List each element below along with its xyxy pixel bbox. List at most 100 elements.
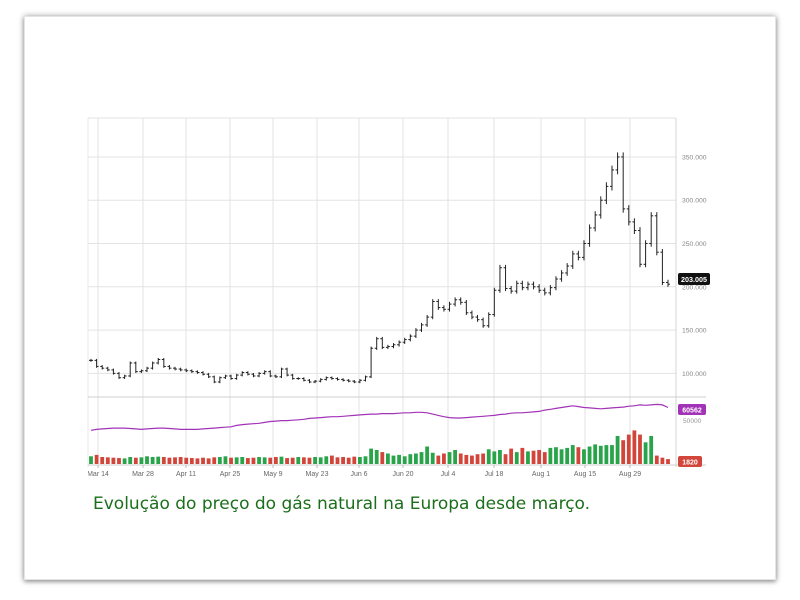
ohlc-bar (335, 377, 340, 381)
ohlc-bar (643, 240, 648, 268)
ohlc-bar (481, 317, 486, 328)
ohlc-bar (369, 346, 374, 379)
volume-bar (386, 453, 390, 464)
ohlc-bar (380, 336, 385, 350)
volume-bar (201, 457, 205, 464)
ohlc-bar (117, 372, 122, 379)
volume-bar (122, 458, 127, 464)
volume-bar (133, 457, 138, 464)
volume-bar (111, 457, 116, 464)
ohlc-bar (262, 370, 267, 375)
ohlc-bar (240, 371, 245, 377)
volume-bar (89, 456, 93, 464)
ohlc-bar (581, 240, 586, 261)
vol-ma-badge: 60562 (682, 408, 702, 415)
volume-bar (150, 457, 155, 464)
date-tick-label: Jul 4 (441, 471, 456, 478)
volume-bar (352, 456, 357, 464)
ohlc-bar (520, 280, 525, 291)
last-price-badge: 203.005 (681, 275, 707, 284)
volume-bar (442, 453, 446, 464)
volume-bar (565, 447, 570, 464)
volume-bar (341, 457, 345, 464)
ohlc-bar (257, 372, 262, 378)
volume-bar (313, 457, 317, 464)
date-tick-label: Aug 1 (532, 471, 550, 478)
ohlc-bar (626, 205, 631, 226)
vol-ma-tick-label: 50000 (683, 418, 702, 425)
volume-bar (425, 446, 430, 464)
ohlc-bar (475, 314, 480, 322)
ohlc-bar (251, 372, 256, 378)
volume-bar (206, 458, 211, 464)
ohlc-bar (189, 369, 194, 373)
ohlc-bar (419, 322, 424, 333)
volume-bar (626, 434, 631, 464)
ohlc-bar (525, 281, 530, 291)
ohlc-bar (273, 374, 278, 379)
ohlc-bar (201, 371, 206, 376)
volume-bar (318, 457, 323, 464)
ohlc-bar (341, 378, 346, 382)
ohlc-bar (139, 369, 144, 373)
volume-bar (184, 457, 189, 464)
volume-bar (660, 457, 665, 464)
volume-bar (290, 457, 295, 464)
date-tick-label: Jul 18 (485, 471, 504, 478)
ohlc-bar (458, 297, 463, 305)
ohlc-bar (313, 379, 318, 384)
ohlc-bar (296, 377, 301, 380)
volume-bar (470, 455, 474, 464)
ohlc-bar (301, 377, 306, 382)
volume-bar (453, 450, 458, 464)
volume-bar (117, 458, 121, 464)
ohlc-bar (173, 366, 178, 371)
ohlc-bar (229, 374, 234, 380)
ohlc-bar (632, 218, 637, 234)
ohlc-bar (105, 366, 110, 372)
ohlc-bar (604, 182, 609, 205)
chart-caption: Evolução do preço do gás natural na Euro… (93, 494, 591, 514)
volume-bar (632, 430, 637, 464)
ohlc-bar (234, 373, 239, 380)
ohlc-bar (346, 379, 351, 383)
volume-bar (649, 436, 654, 464)
ohlc-bar (559, 270, 564, 282)
volume-bar (598, 445, 603, 464)
ohlc-bar (268, 370, 273, 378)
volume-bar (285, 458, 289, 464)
ohlc-bar (497, 264, 502, 293)
volume-bar (195, 458, 200, 464)
volume-bar (559, 449, 564, 464)
date-tick-label: Apr 11 (176, 471, 196, 478)
price-tick-label: 250.000 (682, 241, 707, 248)
ohlc-bar (492, 287, 497, 317)
ohlc-bar (598, 196, 603, 219)
ohlc-bar (89, 358, 93, 362)
ohlc-bar (548, 285, 553, 296)
volume-bar (279, 456, 284, 464)
ohlc-bar (391, 343, 396, 349)
volume-bar (397, 454, 402, 464)
volume-bar (498, 450, 502, 464)
price-tick-label: 100.000 (682, 371, 707, 378)
ohlc-bar (660, 249, 665, 286)
date-tick-label: Jun 20 (392, 471, 413, 478)
date-tick-label: Mar 14 (87, 471, 109, 478)
volume-bar (189, 458, 194, 464)
price-tick-label: 350.000 (682, 154, 707, 161)
ohlc-bar (666, 279, 670, 287)
volume-bar (464, 454, 469, 464)
volume-bar (173, 457, 177, 464)
volume-bar (542, 452, 547, 464)
volume-bar (419, 452, 424, 464)
date-tick-label: Apr 25 (220, 471, 241, 478)
ohlc-bar (195, 370, 200, 374)
ohlc-bar (637, 227, 642, 268)
volume-bar (570, 445, 575, 464)
volume-bar (156, 456, 161, 464)
ohlc-bar (357, 379, 362, 384)
ohlc-bar (279, 367, 284, 379)
volume-bar (145, 456, 149, 464)
volume-bar (666, 459, 670, 464)
